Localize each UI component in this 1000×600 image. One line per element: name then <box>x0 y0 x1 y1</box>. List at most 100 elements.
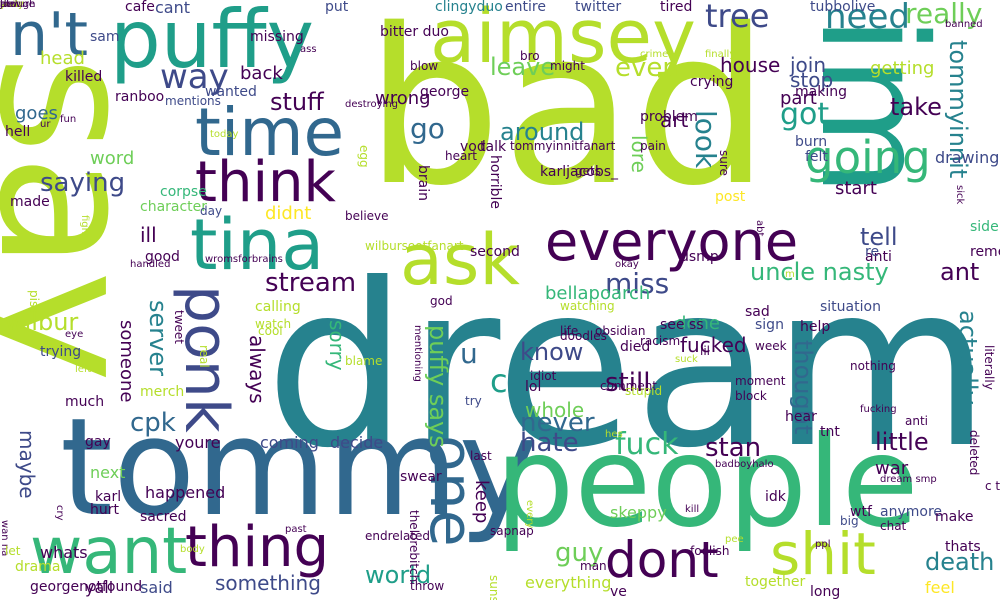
word-corpse: corpse <box>160 184 207 200</box>
word-sacred: sacred <box>140 509 187 525</box>
word-always: always <box>245 335 269 404</box>
word-puffy: puffy <box>110 0 314 86</box>
word-bitter-duo: bitter duo <box>380 24 449 40</box>
word-trying: trying <box>40 344 82 360</box>
word-hell: hell <box>5 124 31 140</box>
word-drama: drama <box>15 559 61 575</box>
word-body: body <box>180 544 205 555</box>
word-skeppy: skeppy <box>610 503 667 522</box>
word-bro: bro <box>520 49 540 63</box>
word-want: want <box>30 515 188 589</box>
word-know: know <box>520 338 584 366</box>
word-lol: lol <box>525 379 542 395</box>
word-little: little <box>875 428 929 456</box>
word-tweet: tweet <box>172 310 187 344</box>
word-fight: fight <box>78 215 90 238</box>
word-endrelated: endrelated <box>365 529 431 543</box>
word-someone: someone <box>116 320 138 403</box>
word-got: got <box>780 97 830 132</box>
word-much: much <box>65 394 105 410</box>
word-dream: dream <box>265 236 991 498</box>
word-re: re <box>865 244 880 260</box>
word-second: second <box>470 244 520 260</box>
word-miss: miss <box>605 267 670 300</box>
word-throw: throw <box>410 579 445 593</box>
word-tommy: tommy <box>60 389 539 546</box>
word-anti: anti <box>865 249 892 265</box>
word-sick: sick <box>953 185 965 205</box>
word-today: today <box>210 129 239 140</box>
word-making: making <box>795 84 847 100</box>
word-dont: dont <box>605 531 719 589</box>
word-stupid: stupid <box>625 384 663 398</box>
word-sure: sure <box>717 150 732 176</box>
word-wtf: wtf <box>850 504 872 520</box>
word-ant: ant <box>940 258 980 286</box>
word-anti: anti <box>905 414 928 428</box>
word-ass: ass <box>300 44 317 55</box>
word-watch: watch <box>255 317 292 331</box>
word-join: join <box>790 53 827 77</box>
word-bellapoarch: bellapoarch <box>545 283 651 304</box>
word-heart: heart <box>445 149 477 163</box>
word-sad: sad <box>745 304 770 320</box>
word-need: need <box>825 0 910 37</box>
word-coming: coming <box>260 433 319 452</box>
word-sunset: sunset <box>487 575 502 600</box>
word-actually: actually <box>954 310 983 405</box>
word-house: house <box>720 53 781 77</box>
word-happened: happened <box>145 483 226 502</box>
word-drawing: drawing <box>935 148 1000 167</box>
word-big: big <box>840 514 859 528</box>
word-goes: goes <box>15 103 58 124</box>
word-everyone: everyone <box>545 210 799 273</box>
word-dsmp: dsmp <box>680 249 719 265</box>
word-blame: blame <box>345 354 383 368</box>
word-dream-smp: dream smp <box>880 474 937 485</box>
word-hear: hear <box>785 409 817 425</box>
word-life: life <box>560 324 579 338</box>
word-leave: leave <box>490 53 556 81</box>
word-whats: whats <box>40 543 88 562</box>
word-wrong: wrong <box>375 88 431 109</box>
word-around: around <box>500 118 585 146</box>
word-together: together <box>745 574 806 590</box>
word-decide: decide <box>330 433 384 452</box>
word-never: never <box>520 408 595 438</box>
word-lil: lil <box>700 344 711 358</box>
word-youre: youre <box>175 433 221 452</box>
word-vod: vod <box>460 139 486 155</box>
word-every: every <box>523 500 535 529</box>
word-hate: hate <box>520 428 579 458</box>
word-time: time <box>195 94 345 171</box>
word-shit: shit <box>770 520 876 588</box>
word-try: try <box>465 394 482 408</box>
word-wilbursootfanart: wilbursootfanart <box>365 239 464 253</box>
word-still: still <box>605 368 651 398</box>
word-piss: piss <box>27 290 42 314</box>
word-handled: handled <box>130 259 171 270</box>
word-head: head <box>40 48 85 69</box>
word-mentioning: mentioning <box>411 325 423 382</box>
word-word: word <box>90 148 135 169</box>
word-fucking: fucking <box>860 404 897 415</box>
word-day: day <box>200 204 223 218</box>
word-put: put <box>325 0 349 15</box>
word-made: made <box>10 194 50 210</box>
word-badboyhalo: badboyhalo <box>715 459 774 470</box>
word-god: god <box>430 294 453 308</box>
word-wromsforbrains: wromsforbrains <box>205 254 283 265</box>
word-make: make <box>935 509 974 525</box>
word-egg: egg <box>357 145 372 168</box>
word-cry: cry <box>53 505 65 521</box>
word-burn: burn <box>795 134 828 150</box>
word-see-ss: see ss <box>660 317 704 333</box>
word-george: george <box>420 84 470 100</box>
word-picture: picture <box>0 0 35 10</box>
word-thing: thing <box>185 515 330 580</box>
word-side: side <box>970 219 999 235</box>
word-crime: crime <box>640 49 669 60</box>
word-sapnap: sapnap <box>490 524 534 538</box>
word-tired: tired <box>660 0 693 15</box>
word-pee: pee <box>725 534 744 545</box>
